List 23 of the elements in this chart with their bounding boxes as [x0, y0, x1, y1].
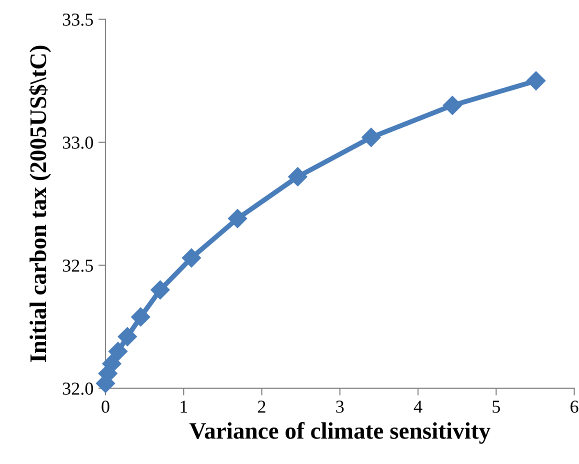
point: [131, 307, 150, 326]
point: [526, 71, 546, 90]
y-tick-label: 32.0: [62, 382, 94, 395]
point: [288, 167, 308, 186]
point: [182, 248, 201, 268]
point: [442, 96, 462, 115]
x-tick-label: 1: [180, 400, 188, 413]
point: [108, 342, 128, 361]
y-axis-title: Initial carbon tax (2005US$\tC): [28, 46, 51, 362]
y-tick-label: 32.5: [62, 260, 93, 272]
y-tick-label: 33.0: [62, 136, 94, 149]
x-tick-label: 6: [570, 400, 578, 413]
x-axis-title: Variance of climate sensitivity: [189, 422, 490, 444]
point: [228, 209, 248, 228]
x-tick-label: 3: [336, 400, 344, 413]
x-tick-label: 0: [102, 400, 110, 413]
x-tick-label: 4: [414, 400, 422, 413]
point: [362, 128, 381, 147]
x-tick-label: 2: [258, 400, 266, 413]
y-tick-label: 33.5: [62, 14, 93, 26]
x-tick-label: 5: [492, 400, 500, 413]
point: [150, 280, 170, 300]
point: [118, 327, 137, 346]
